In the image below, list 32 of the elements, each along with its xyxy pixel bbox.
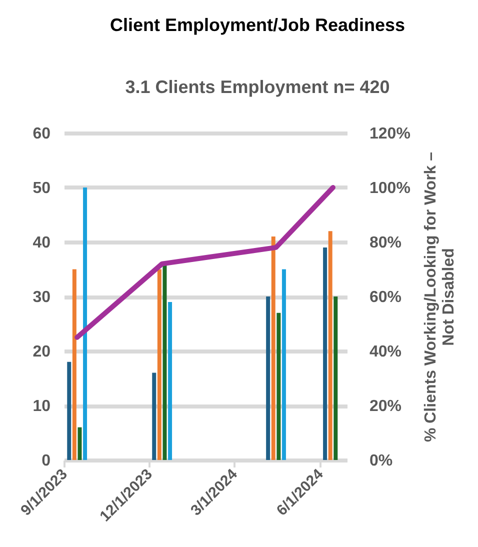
bar	[328, 231, 332, 460]
bar	[276, 312, 281, 460]
bar	[157, 269, 162, 460]
bar	[168, 302, 172, 460]
y2-tick-label: 80%	[370, 234, 402, 252]
bar	[152, 372, 156, 460]
bar	[83, 188, 88, 460]
y2-tick-label: 120%	[370, 126, 410, 142]
y-tick-label: 30	[32, 289, 51, 306]
y2-tick-label: 40%	[370, 344, 402, 360]
y2-tick-label: 0%	[370, 452, 393, 470]
bar	[334, 296, 338, 460]
bar	[323, 247, 328, 460]
bar	[67, 362, 72, 460]
bar	[72, 269, 76, 460]
y-tick-label: 60	[32, 126, 51, 142]
y2-tick-label: 20%	[370, 398, 402, 415]
y-tick-label: 20	[32, 344, 51, 360]
bar	[78, 427, 82, 460]
y-tick-label: 10	[32, 398, 51, 415]
bar	[266, 296, 270, 460]
y2-tick-label: 60%	[370, 289, 402, 306]
bar	[271, 236, 276, 460]
y2-tick-label: 100%	[370, 180, 410, 197]
y-tick-label: 0	[42, 452, 51, 470]
y-tick-label: 40	[32, 234, 51, 252]
y2-axis-title: % Clients Working/Looking for Work – Not Disabled	[422, 152, 458, 442]
y-tick-label: 50	[32, 180, 51, 197]
bar	[282, 269, 286, 460]
bar	[162, 264, 167, 460]
chart-subtitle: 3.1 Clients Employment n= 420	[125, 77, 390, 97]
chart-title: Client Employment/Job Readiness	[110, 15, 406, 35]
